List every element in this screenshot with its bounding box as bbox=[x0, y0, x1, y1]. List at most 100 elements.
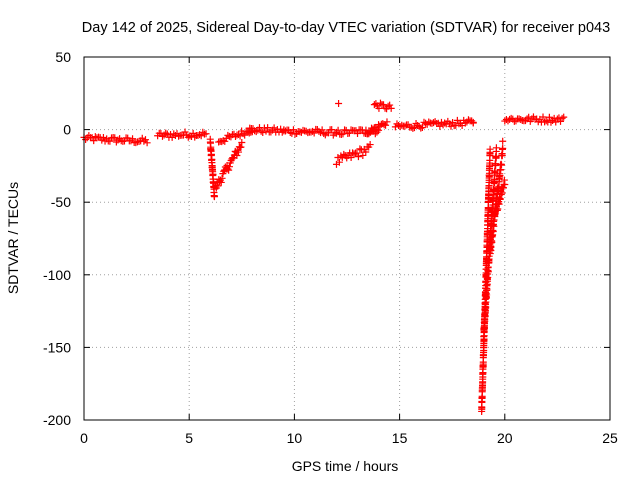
plot-frame bbox=[83, 56, 611, 421]
data-point bbox=[560, 113, 568, 121]
data-point bbox=[129, 135, 137, 143]
x-tick-label: 25 bbox=[602, 430, 618, 446]
data-point bbox=[515, 115, 523, 123]
data-point bbox=[235, 130, 243, 138]
data-point bbox=[383, 118, 391, 126]
data-point bbox=[492, 144, 500, 152]
data-point bbox=[244, 128, 252, 136]
data-point bbox=[464, 116, 472, 124]
data-point bbox=[552, 118, 560, 126]
data-point bbox=[197, 132, 205, 140]
data-point bbox=[497, 190, 505, 198]
data-point bbox=[418, 123, 426, 131]
x-tick-label: 10 bbox=[287, 430, 303, 446]
data-point bbox=[501, 181, 509, 189]
y-tick-label: 0 bbox=[63, 122, 71, 138]
data-point bbox=[542, 117, 550, 125]
data-point bbox=[302, 127, 310, 135]
data-point bbox=[387, 104, 395, 112]
data-point bbox=[237, 143, 245, 151]
data-point bbox=[191, 133, 199, 141]
x-tick-label: 15 bbox=[392, 430, 408, 446]
data-point bbox=[362, 126, 370, 134]
data-point bbox=[499, 137, 507, 145]
data-point bbox=[225, 166, 233, 174]
data-point bbox=[138, 134, 146, 142]
x-tick-label: 5 bbox=[185, 430, 193, 446]
data-point bbox=[140, 137, 148, 145]
data-point bbox=[158, 132, 166, 140]
data-point bbox=[175, 132, 183, 140]
data-point bbox=[354, 153, 362, 161]
data-point bbox=[224, 131, 232, 139]
data-point bbox=[375, 104, 383, 112]
data-point bbox=[436, 122, 444, 130]
data-point bbox=[188, 133, 196, 141]
data-point bbox=[354, 130, 362, 138]
data-point bbox=[106, 137, 114, 145]
y-tick-label: -100 bbox=[43, 267, 71, 283]
data-point bbox=[238, 139, 246, 147]
data-point bbox=[202, 130, 210, 138]
x-axis-title: GPS time / hours bbox=[292, 458, 399, 474]
data-point bbox=[382, 121, 390, 129]
data-point bbox=[484, 268, 492, 276]
data-point bbox=[181, 128, 189, 136]
data-point bbox=[558, 114, 566, 122]
data-point bbox=[315, 127, 323, 135]
data-point bbox=[143, 139, 151, 147]
y-tick-label: -50 bbox=[51, 194, 71, 210]
x-tick-label: 20 bbox=[497, 430, 513, 446]
y-tick-label: 50 bbox=[55, 49, 71, 65]
data-point bbox=[347, 154, 355, 162]
data-points bbox=[80, 99, 568, 415]
data-point bbox=[262, 127, 270, 135]
data-point bbox=[335, 158, 343, 166]
data-point bbox=[270, 124, 278, 132]
data-point bbox=[498, 161, 506, 169]
data-point bbox=[545, 113, 553, 121]
data-point bbox=[441, 119, 449, 127]
data-point bbox=[162, 129, 170, 137]
data-point bbox=[371, 130, 379, 138]
data-point bbox=[380, 101, 388, 109]
data-point bbox=[490, 222, 498, 230]
data-point bbox=[499, 144, 507, 152]
data-point bbox=[492, 154, 500, 162]
data-point bbox=[235, 148, 243, 156]
data-point bbox=[142, 136, 150, 144]
data-point bbox=[539, 113, 547, 121]
data-point bbox=[507, 114, 515, 122]
data-point bbox=[289, 126, 297, 134]
data-point bbox=[517, 116, 525, 124]
data-point bbox=[281, 127, 289, 135]
data-point bbox=[386, 101, 394, 109]
data-point bbox=[233, 152, 241, 160]
data-point bbox=[495, 200, 503, 208]
x-tick-label: 0 bbox=[80, 430, 88, 446]
data-point bbox=[214, 182, 222, 190]
y-tick-label: -200 bbox=[43, 412, 71, 428]
data-point bbox=[325, 129, 333, 137]
data-point bbox=[259, 129, 267, 137]
data-point bbox=[310, 129, 318, 137]
data-point bbox=[221, 137, 229, 145]
data-point bbox=[184, 133, 192, 141]
data-point bbox=[307, 128, 315, 136]
data-point bbox=[417, 124, 425, 132]
data-point bbox=[370, 101, 378, 109]
chart-title: Day 142 of 2025, Sidereal Day-to-day VTE… bbox=[82, 20, 610, 36]
data-point bbox=[132, 139, 140, 147]
data-point bbox=[225, 163, 233, 171]
data-point bbox=[334, 126, 342, 134]
data-point bbox=[557, 117, 565, 125]
data-point bbox=[210, 193, 218, 201]
data-point bbox=[335, 99, 343, 107]
data-point bbox=[453, 116, 461, 124]
data-point bbox=[430, 119, 438, 127]
data-point bbox=[320, 129, 328, 137]
grid bbox=[84, 57, 610, 420]
data-point bbox=[264, 124, 272, 132]
